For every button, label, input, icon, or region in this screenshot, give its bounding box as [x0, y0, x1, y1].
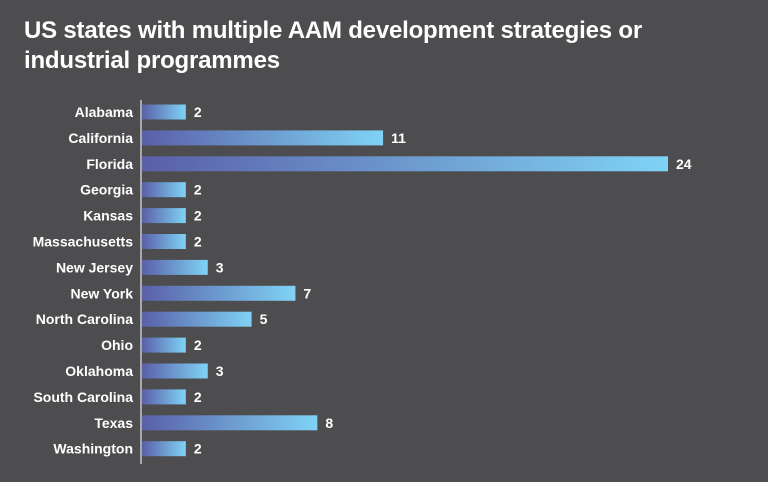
- category-label-south-carolina: South Carolina: [33, 389, 133, 405]
- category-label-massachusetts: Massachusetts: [33, 234, 134, 250]
- bar-massachusetts: [142, 234, 186, 249]
- bar-georgia: [142, 182, 186, 198]
- bars-group: Alabama 2 California 11 Florida 24 Georgia 2 Kan…: [33, 104, 692, 457]
- category-label-ohio: Ohio: [101, 337, 133, 353]
- value-label-washington: 2: [194, 441, 202, 457]
- value-label-ohio: 2: [194, 337, 202, 353]
- value-label-new-jersey: 3: [216, 259, 224, 275]
- value-label-texas: 8: [325, 415, 333, 431]
- bar-ohio: [142, 337, 186, 353]
- value-label-kansas: 2: [194, 208, 202, 224]
- bar-new-york: [142, 285, 296, 301]
- bar-florida: [142, 156, 668, 172]
- category-label-texas: Texas: [94, 415, 133, 431]
- value-label-oklahoma: 3: [216, 363, 224, 379]
- category-label-new-york: New York: [70, 285, 133, 301]
- bar-california: [142, 130, 384, 146]
- category-label-oklahoma: Oklahoma: [65, 363, 133, 379]
- category-label-new-jersey: New Jersey: [56, 259, 133, 275]
- value-label-florida: 24: [676, 156, 692, 172]
- bar-north-carolina: [142, 311, 252, 327]
- bar-alabama: [142, 104, 186, 120]
- value-label-north-carolina: 5: [260, 311, 268, 327]
- value-label-georgia: 2: [194, 182, 202, 198]
- category-label-georgia: Georgia: [80, 182, 133, 198]
- bar-texas: [142, 415, 318, 431]
- value-label-alabama: 2: [194, 104, 202, 120]
- value-label-new-york: 7: [303, 285, 311, 301]
- chart-title: US states with multiple AAM development …: [24, 17, 642, 74]
- value-label-california: 11: [391, 130, 406, 146]
- category-label-florida: Florida: [86, 156, 133, 172]
- category-label-alabama: Alabama: [75, 104, 134, 120]
- category-label-kansas: Kansas: [83, 208, 133, 224]
- category-label-california: California: [68, 130, 133, 146]
- bar-oklahoma: [142, 363, 208, 379]
- bar-new-jersey: [142, 259, 208, 275]
- value-label-massachusetts: 2: [194, 234, 202, 250]
- category-label-north-carolina: North Carolina: [36, 311, 133, 327]
- value-label-south-carolina: 2: [194, 389, 202, 405]
- category-label-washington: Washington: [53, 441, 133, 457]
- bar-washington: [142, 441, 186, 457]
- bar-south-carolina: [142, 389, 186, 405]
- bar-kansas: [142, 208, 186, 224]
